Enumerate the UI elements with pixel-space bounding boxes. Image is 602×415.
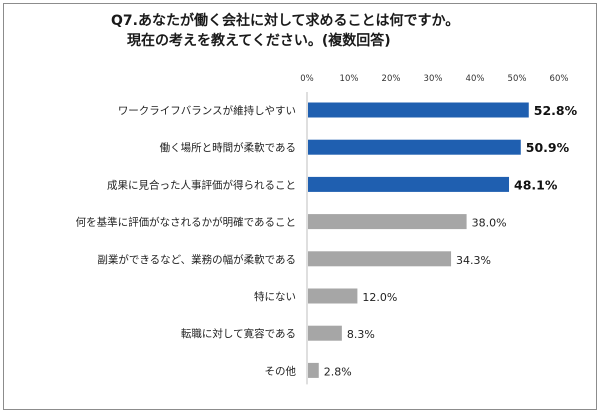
chart-title-line1: Q7.あなたが働く会社に対して求めることは何ですか。: [111, 13, 460, 29]
bar: [308, 288, 358, 304]
bar: [308, 214, 467, 230]
value-label: 12.0%: [362, 291, 397, 304]
bar: [308, 251, 452, 267]
category-label: 働く場所と時間が柔軟である: [160, 141, 296, 154]
category-label: 転職に対して寛容である: [181, 327, 296, 340]
x-tick-label: 60%: [550, 74, 569, 84]
category-label: ワークライフバランスが維持しやすい: [118, 104, 296, 117]
bar: [308, 325, 342, 341]
bar: [308, 102, 529, 118]
x-tick-label: 10%: [340, 74, 359, 84]
chart-frame: [3, 3, 597, 410]
value-label: 48.1%: [514, 177, 558, 192]
bar: [308, 176, 510, 192]
value-label: 52.8%: [534, 103, 578, 118]
category-label: 何を基準に評価がなされるかが明確であること: [76, 216, 296, 229]
x-tick-label: 0%: [300, 74, 314, 84]
category-label: その他: [265, 364, 297, 377]
x-tick-label: 30%: [424, 74, 443, 84]
category-label: 副業ができるなど、業務の幅が柔軟である: [97, 253, 296, 266]
bar: [308, 362, 319, 378]
category-label: 成果に見合った人事評価が得られること: [107, 178, 296, 191]
value-label: 38.0%: [472, 217, 507, 230]
x-tick-label: 20%: [382, 74, 401, 84]
x-tick-label: 40%: [466, 74, 485, 84]
value-label: 34.3%: [456, 254, 491, 267]
value-label: 8.3%: [347, 328, 375, 341]
value-label: 50.9%: [526, 140, 570, 155]
chart-title: Q7.あなたが働く会社に対して求めることは何ですか。 現在の考えを教えてください…: [111, 11, 551, 51]
bar: [308, 139, 521, 155]
value-label: 2.8%: [324, 365, 352, 378]
category-label: 特にない: [254, 291, 296, 303]
chart-title-line2: 現在の考えを教えてください。(複数回答): [127, 33, 391, 49]
x-tick-label: 50%: [508, 74, 527, 84]
